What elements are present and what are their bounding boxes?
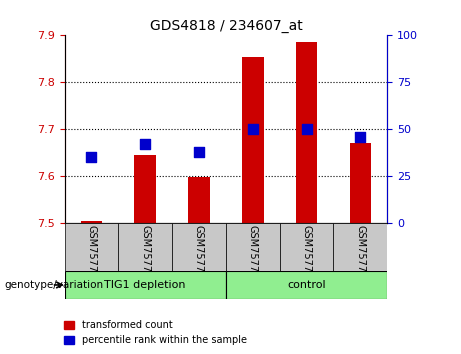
Bar: [242, 57, 264, 223]
Text: genotype/variation: genotype/variation: [5, 280, 104, 290]
Bar: [81, 221, 102, 223]
FancyBboxPatch shape: [65, 223, 118, 271]
Point: [303, 126, 310, 132]
FancyBboxPatch shape: [172, 223, 226, 271]
FancyBboxPatch shape: [226, 223, 280, 271]
Legend: transformed count, percentile rank within the sample: transformed count, percentile rank withi…: [60, 316, 250, 349]
FancyBboxPatch shape: [65, 271, 226, 299]
Text: GSM757757: GSM757757: [355, 225, 366, 285]
Text: GSM757755: GSM757755: [248, 225, 258, 285]
Bar: [349, 143, 371, 223]
Text: GSM757758: GSM757758: [86, 225, 96, 285]
FancyBboxPatch shape: [333, 223, 387, 271]
Bar: [188, 177, 210, 223]
Text: TIG1 depletion: TIG1 depletion: [105, 280, 186, 290]
Text: control: control: [287, 280, 326, 290]
Bar: [135, 155, 156, 223]
FancyBboxPatch shape: [118, 223, 172, 271]
Bar: [296, 42, 317, 223]
Point: [88, 154, 95, 160]
Point: [142, 141, 149, 147]
Point: [249, 126, 256, 132]
Point: [357, 134, 364, 139]
Text: GSM757759: GSM757759: [140, 225, 150, 285]
FancyBboxPatch shape: [226, 271, 387, 299]
Text: GSM757756: GSM757756: [301, 225, 312, 285]
Title: GDS4818 / 234607_at: GDS4818 / 234607_at: [149, 19, 302, 33]
Point: [195, 149, 203, 155]
Text: GSM757760: GSM757760: [194, 225, 204, 285]
FancyBboxPatch shape: [280, 223, 333, 271]
